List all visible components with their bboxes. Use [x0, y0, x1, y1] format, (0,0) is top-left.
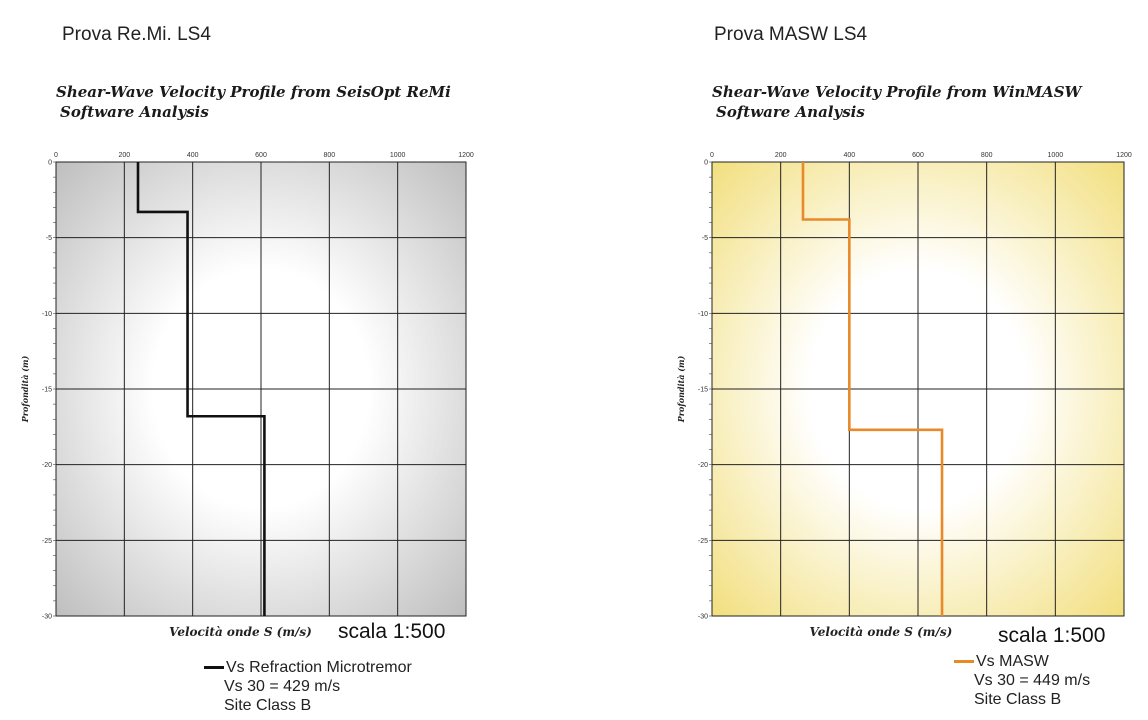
x-tick-label: 400	[843, 152, 855, 159]
x-tick-label: 1200	[458, 152, 474, 159]
x-tick-label: 1000	[1048, 152, 1064, 159]
x-tick-label: 1200	[1116, 152, 1132, 159]
x-tick-label: 800	[981, 152, 993, 159]
y-tick-label: -5	[46, 235, 52, 242]
legend-series-label: Vs Refraction Microtremor	[226, 659, 412, 676]
x-tick-label: 200	[118, 152, 130, 159]
x-tick-label: 1000	[390, 152, 406, 159]
x-tick-label: 600	[255, 152, 267, 159]
chart-title-remi: Shear-Wave Velocity Profile from SeisOpt…	[56, 82, 526, 122]
y-tick-label: -30	[42, 614, 52, 621]
legend-masw: Vs MASW Vs 30 = 449 m/s Site Class B	[954, 652, 1090, 709]
y-tick-label: -10	[42, 311, 52, 318]
chart-title-line2: Software Analysis	[716, 103, 865, 121]
test-title-masw: Prova MASW LS4	[714, 24, 868, 45]
y-tick-label: -5	[702, 235, 708, 242]
chart-title-line1: Shear-Wave Velocity Profile from WinMASW	[712, 83, 1082, 101]
velocity-profile-chart-masw: 0 200 400 600 800 1000 1200 0 -5 -10 -15 -20 -25 -30 P…	[676, 152, 1132, 639]
test-title-remi: Prova Re.Mi. LS4	[62, 24, 211, 45]
legend-site-class: Site Class B	[974, 691, 1062, 708]
legend-site-class: Site Class B	[224, 697, 312, 714]
x-axis-label: Velocità onde S (m/s)	[810, 625, 953, 639]
y-tick-label: -10	[698, 311, 708, 318]
legend-swatch-masw	[954, 660, 974, 663]
chart-title-masw: Shear-Wave Velocity Profile from WinMASW…	[712, 82, 1148, 122]
x-tick-label: 600	[912, 152, 924, 159]
legend-swatch-remi	[204, 666, 224, 669]
scale-label-remi: scala 1:500	[338, 620, 446, 643]
y-tick-label: -30	[698, 614, 708, 621]
velocity-profile-chart-remi: 0 200 400 600 800 1000 1200 0 -5 -10 -15 -20 -25 -30 P…	[20, 152, 474, 639]
x-tick-label: 0	[54, 152, 58, 159]
y-tick-label: -25	[42, 538, 52, 545]
velocity-profile-line	[801, 162, 944, 616]
y-tick-label: -25	[698, 538, 708, 545]
chart-title-line2: Software Analysis	[60, 103, 209, 121]
y-tick-label: -20	[698, 462, 708, 469]
scale-label-masw: scala 1:500	[998, 624, 1106, 647]
x-axis-label: Velocità onde S (m/s)	[169, 625, 312, 639]
y-tick-label: -20	[42, 462, 52, 469]
y-axis-label: Profondità (m)	[676, 356, 686, 424]
legend-vs30: Vs 30 = 449 m/s	[974, 672, 1091, 689]
panel-remi: Prova Re.Mi. LS4 Shear-Wave Velocity Pro…	[20, 24, 526, 715]
y-tick-label: 0	[704, 160, 708, 167]
legend-remi: Vs Refraction Microtremor Vs 30 = 429 m/…	[204, 658, 412, 715]
panel-masw: Prova MASW LS4 Shear-Wave Velocity Profi…	[574, 0, 1148, 720]
x-tick-label: 200	[775, 152, 787, 159]
legend-vs30: Vs 30 = 429 m/s	[224, 678, 341, 695]
y-tick-label: -15	[698, 387, 708, 394]
velocity-profile-line	[136, 162, 266, 616]
y-axis-label: Profondità (m)	[20, 356, 30, 424]
y-tick-label: 0	[48, 160, 52, 167]
x-tick-label: 800	[323, 152, 335, 159]
chart-title-line1: Shear-Wave Velocity Profile from SeisOpt…	[56, 83, 451, 101]
y-tick-label: -15	[42, 387, 52, 394]
legend-series-label: Vs MASW	[976, 653, 1049, 670]
x-tick-label: 0	[710, 152, 714, 159]
x-tick-label: 400	[187, 152, 199, 159]
